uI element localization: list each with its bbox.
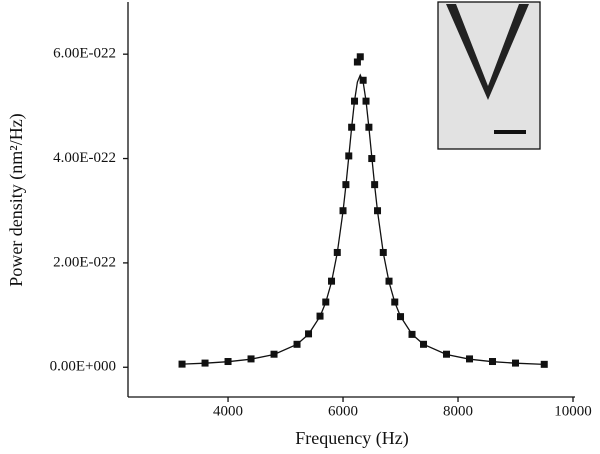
data-point bbox=[353, 58, 361, 66]
fit-line bbox=[182, 73, 545, 365]
x-tick-label: 4000 bbox=[213, 403, 243, 419]
x-tick-label: 10000 bbox=[554, 403, 592, 419]
y-tick-label: 2.00E-022 bbox=[53, 254, 116, 270]
y-axis-label: Power density (nm²/Hz) bbox=[6, 113, 27, 286]
y-tick-label: 4.00E-022 bbox=[53, 150, 116, 166]
inset-image bbox=[437, 1, 541, 150]
data-point bbox=[356, 53, 364, 61]
x-axis-label: Frequency (Hz) bbox=[295, 428, 408, 449]
x-tick-label: 8000 bbox=[443, 403, 473, 419]
x-tick-label: 6000 bbox=[328, 403, 358, 419]
y-tick-label: 6.00E-022 bbox=[53, 46, 116, 62]
y-tick-label: 0.00E+000 bbox=[50, 359, 116, 375]
data-point bbox=[359, 76, 367, 84]
